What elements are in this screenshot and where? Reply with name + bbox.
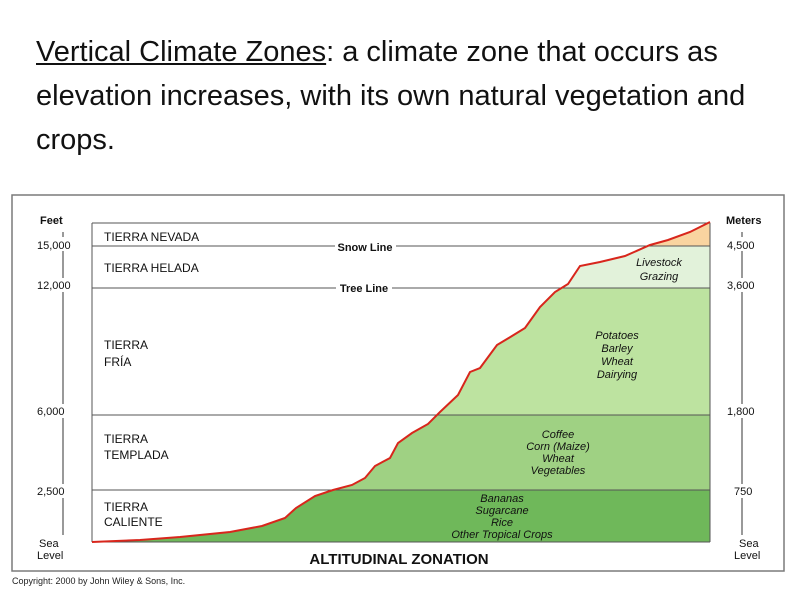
heading-colon: : <box>326 36 335 68</box>
crop-fria-4: Dairying <box>597 369 638 381</box>
crop-fria-1: Potatoes <box>595 330 639 342</box>
crop-caliente-2: Sugarcane <box>475 505 528 517</box>
crop-helada-2: Grazing <box>640 271 679 283</box>
crop-templada-4: Vegetables <box>531 465 586 477</box>
left-tick-bg-2 <box>34 278 76 292</box>
right-tick-level: Level <box>734 550 760 562</box>
zone-name-nevada: TIERRA NEVADA <box>104 230 199 244</box>
right-tick-bg-1 <box>724 237 764 251</box>
tree-line-label: Tree Line <box>340 283 388 295</box>
right-tick-bg-2 <box>724 278 764 292</box>
left-axis-title: Feet <box>40 215 63 227</box>
crop-fria-3: Wheat <box>601 356 634 368</box>
copyright-notice: Copyright: 2000 by John Wiley & Sons, In… <box>12 576 186 586</box>
right-tick-sea: Sea <box>739 538 759 550</box>
left-tick-12000: 12,000 <box>37 280 71 292</box>
crop-caliente-4: Other Tropical Crops <box>451 529 553 541</box>
crop-caliente-3: Rice <box>491 517 513 529</box>
zone-name-caliente-2: CALIENTE <box>104 515 163 529</box>
zone-name-fria-1: TIERRA <box>104 338 148 352</box>
zone-name-templada-1: TIERRA <box>104 432 148 446</box>
heading-definition: a climate zone that occurs as elevation … <box>36 36 746 156</box>
zone-name-helada: TIERRA HELADA <box>104 261 199 275</box>
crop-helada-1: Livestock <box>636 257 682 269</box>
crop-caliente-1: Bananas <box>480 493 524 505</box>
crop-templada-1: Coffee <box>542 429 574 441</box>
left-tick-bg-5 <box>34 535 76 563</box>
right-axis-title: Meters <box>726 215 761 227</box>
right-tick-1800: 1,800 <box>727 406 755 418</box>
left-tick-15000: 15,000 <box>37 240 71 252</box>
left-tick-6000: 6,000 <box>37 406 65 418</box>
left-tick-level: Level <box>37 550 63 562</box>
zone-name-fria-2: FRÍA <box>104 354 131 369</box>
zone-name-templada-2: TEMPLADA <box>104 448 169 462</box>
right-tick-750: 750 <box>734 486 752 498</box>
left-tick-2500: 2,500 <box>37 486 65 498</box>
left-tick-bg-3 <box>34 404 76 418</box>
left-tick-bg-4 <box>34 484 76 498</box>
crop-fria-2: Barley <box>601 343 634 355</box>
slide-heading: Vertical Climate Zones: a climate zone t… <box>36 30 756 162</box>
crop-templada-3: Wheat <box>542 453 575 465</box>
left-tick-sea: Sea <box>39 538 59 550</box>
right-tick-bg-5 <box>724 535 764 563</box>
right-tick-3600: 3,600 <box>727 280 755 292</box>
heading-term: Vertical Climate Zones <box>36 36 327 68</box>
zone-name-caliente-1: TIERRA <box>104 500 148 514</box>
mountain-profile-line <box>91 221 711 543</box>
left-tick-bg-1 <box>34 237 76 251</box>
right-tick-4500: 4,500 <box>727 240 755 252</box>
crop-templada-2: Corn (Maize) <box>526 441 590 453</box>
right-tick-bg-3 <box>724 404 764 418</box>
figure-title: ALTITUDINAL ZONATION <box>309 551 488 568</box>
right-tick-bg-4 <box>724 484 764 498</box>
snow-line-label: Snow Line <box>338 242 393 254</box>
